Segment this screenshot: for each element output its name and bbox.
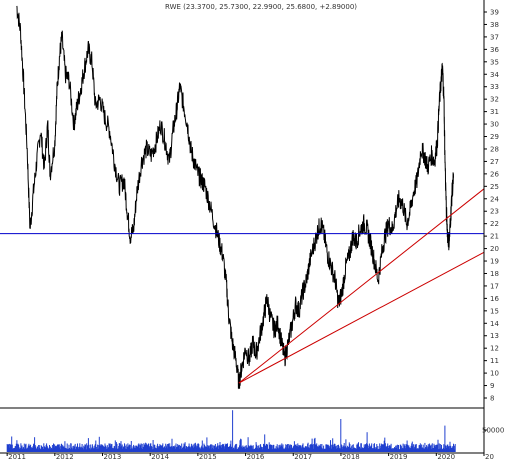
y-tick-label: 34 [490,71,499,79]
x-tick-label: 2015 [199,453,217,460]
y-tick-label: 33 [490,83,499,91]
x-tick-label: 2020 [437,453,455,460]
y-tick-label: 17 [490,282,499,290]
y-tick-label: 39 [490,9,499,17]
y-tick-label: 28 [490,145,499,153]
y-tick-label: 19 [490,258,499,266]
x-tick-label: 2014 [151,453,169,460]
x-tick-label: 20 [485,453,494,460]
x-tick-label: 2016 [247,453,265,460]
y-tick-label: 9 [490,382,494,390]
volume-tick-label: 50000 [482,427,504,435]
y-tick-label: 11 [490,357,499,365]
y-tick-label: 32 [490,96,499,104]
y-tick-label: 20 [490,245,499,253]
y-tick-label: 25 [490,183,499,191]
volume-panel [0,407,484,452]
x-tick-label: 2019 [390,453,408,460]
price-panel [0,5,485,390]
price-line [16,5,454,390]
trend-line-2 [238,251,485,384]
x-tick-label: 2013 [104,453,122,460]
x-tick-label: 2018 [342,453,360,460]
y-tick-label: 23 [490,208,499,216]
y-tick-label: 29 [490,133,499,141]
y-tick-label: 27 [490,158,499,166]
y-tick-label: 12 [490,345,499,353]
x-tick-label: 2012 [56,453,74,460]
y-tick-label: 37 [490,33,499,41]
x-tick-label: 2011 [8,453,26,460]
y-tick-label: 36 [490,46,499,54]
y-tick-label: 35 [490,58,499,66]
y-tick-label: 10 [490,370,499,378]
y-tick-label: 31 [490,108,499,116]
y-tick-label: 30 [490,121,499,129]
x-tick-label: 2017 [294,453,312,460]
y-tick-label: 8 [490,395,494,403]
trend-line-1 [238,188,485,384]
y-tick-label: 26 [490,170,499,178]
y-tick-label: 38 [490,21,499,29]
chart-title: RWE (23.3700, 25.7300, 22.9900, 25.6800,… [165,3,357,11]
y-tick-label: 22 [490,220,499,228]
y-tick-label: 13 [490,332,499,340]
y-tick-label: 18 [490,270,499,278]
y-tick-label: 15 [490,307,499,315]
y-tick-label: 16 [490,295,499,303]
y-tick-label: 14 [490,320,499,328]
y-tick-label: 24 [490,195,499,203]
y-tick-label: 21 [490,233,499,241]
